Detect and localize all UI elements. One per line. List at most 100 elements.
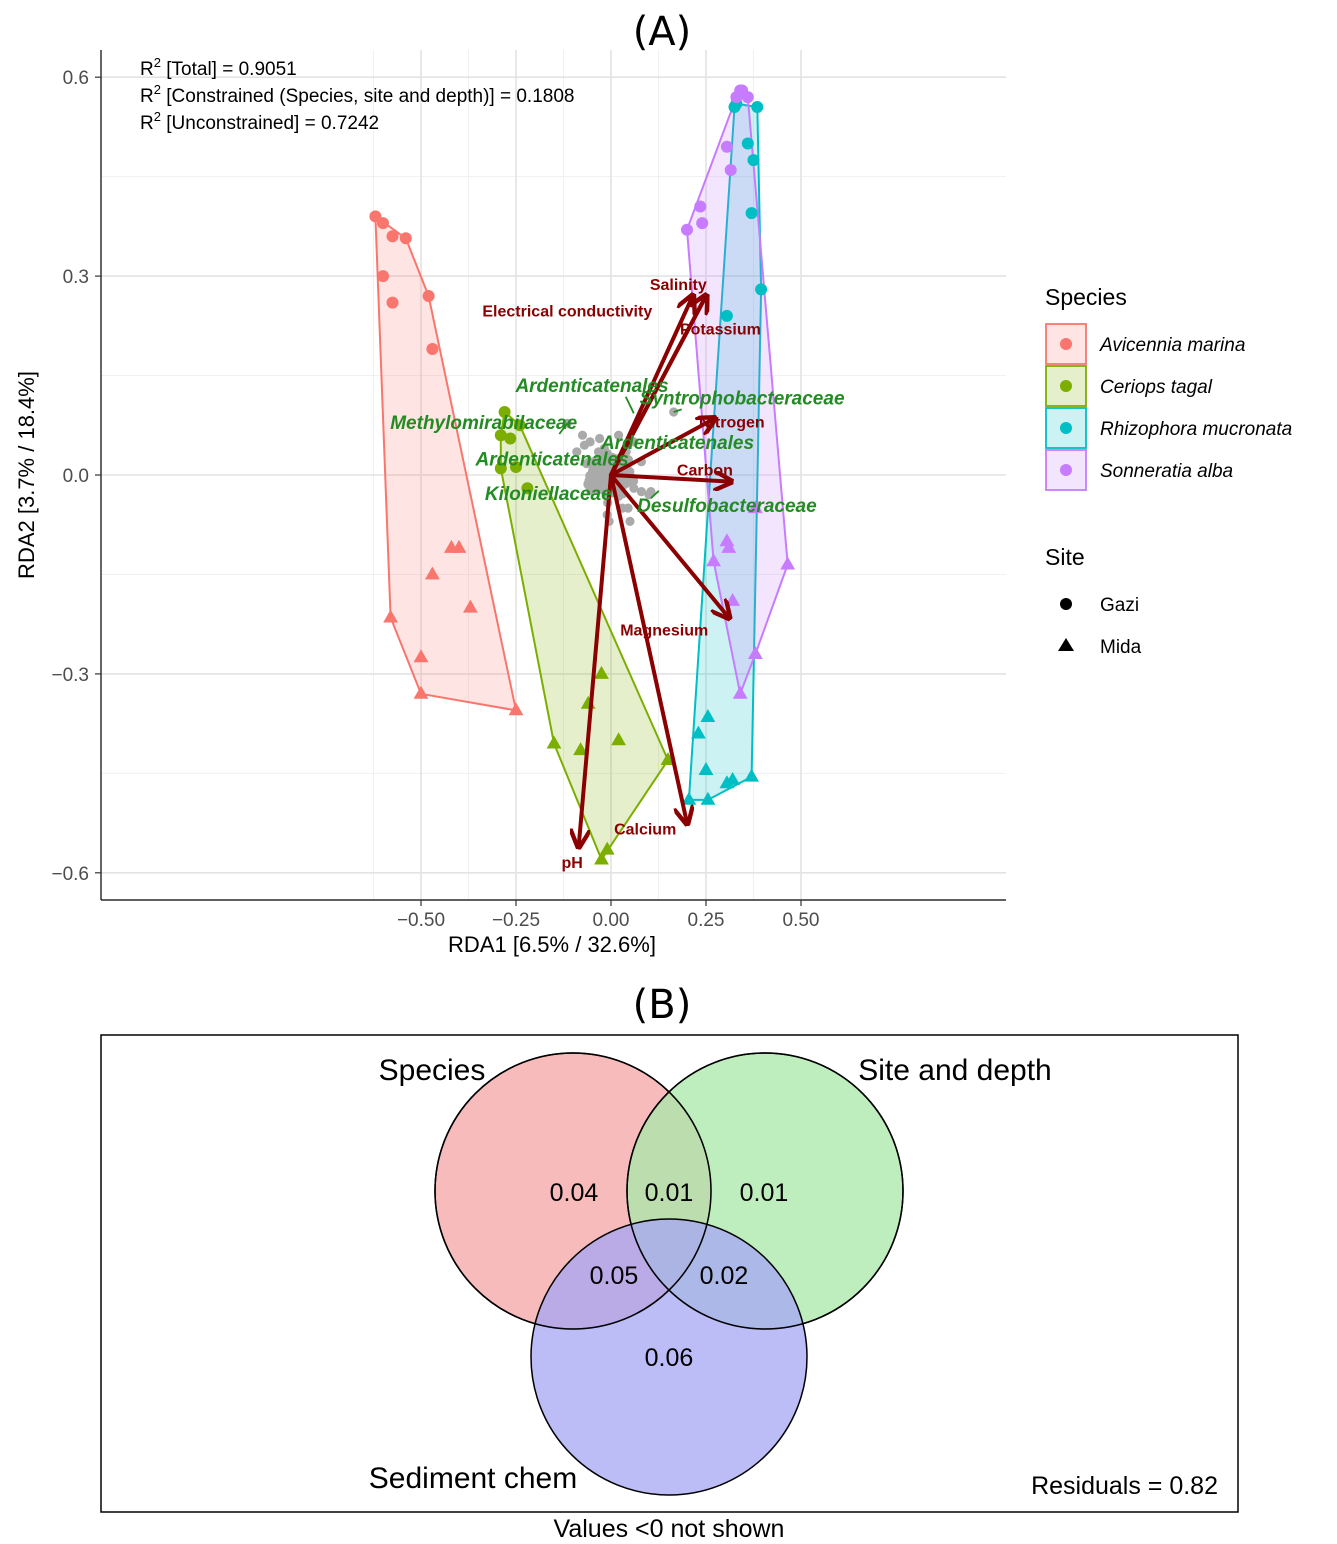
sample-point-mida (780, 556, 796, 570)
venn-label-sediment: Sediment chem (369, 1462, 577, 1495)
taxon-point (589, 457, 599, 467)
sample-point-mida (706, 553, 721, 567)
y-tick-label: 0.0 (63, 466, 89, 487)
legend-species-title: Species (1045, 284, 1127, 310)
sample-point-mida (719, 775, 735, 789)
sample-point-gazi (741, 91, 754, 104)
taxon-point (625, 516, 635, 527)
species-hulls (374, 89, 789, 861)
taxon-point (636, 487, 647, 497)
venn-value-species-sediment: 0.05 (590, 1262, 639, 1290)
sample-point-gazi (730, 91, 743, 104)
venn-value-species-only: 0.04 (550, 1179, 599, 1207)
legend-site-label: Gazi (1100, 595, 1139, 616)
sample-point-gazi (377, 270, 389, 283)
sediment-circle (530, 1218, 808, 1496)
env-vector-magnesium (609, 473, 729, 618)
sample-point-mida (721, 539, 737, 553)
site-depth-circle-outline (626, 1052, 904, 1330)
taxon-point (594, 483, 604, 494)
sample-point-mida (425, 566, 440, 580)
sample-point-gazi (755, 283, 768, 296)
env-vector-ph (579, 473, 613, 846)
env-label: Potassium (680, 322, 761, 339)
y-ticks: −0.6 −0.3 0.0 0.3 0.6 (51, 68, 101, 885)
sample-point-gazi (720, 309, 733, 322)
sample-point-gazi (513, 419, 526, 432)
sample-point-mida (748, 500, 763, 514)
sample-point-gazi (377, 217, 389, 230)
venn-label-species: Species (379, 1054, 486, 1087)
taxon-label: Methylomirabilaceae (390, 413, 577, 434)
panel-b-title: (B) (633, 982, 692, 1028)
taxon-leader (624, 396, 635, 414)
sample-point-gazi (494, 462, 507, 475)
venn-value-sediment-only: 0.06 (645, 1344, 694, 1372)
r2-stat-line: R2 [Unconstrained] = 0.7242 (140, 109, 379, 134)
grid-lines (101, 50, 1006, 900)
panel-a-title: (A) (633, 9, 692, 55)
sample-point-mida (463, 599, 478, 613)
taxon-point (577, 430, 588, 440)
sample-point-mida (383, 609, 398, 623)
x-tick-label: −0.50 (397, 910, 445, 931)
sample-point-gazi (741, 137, 754, 150)
sample-point-mida (451, 539, 467, 553)
sample-point-gazi (521, 482, 534, 495)
sample-point-mida (594, 851, 609, 865)
venn-footnote: Values <0 not shown (554, 1515, 785, 1543)
env-vectors (579, 296, 731, 846)
sample-point-gazi (504, 432, 517, 445)
legend-species-label: Sonneratia alba (1100, 461, 1233, 482)
taxon-label: Ardenticatenales (514, 376, 668, 397)
sample-point-gazi (745, 207, 758, 220)
sample-point-mida (599, 841, 615, 855)
rda-plot: Salinity Electrical conductivity Potassium… (14, 50, 1006, 957)
sample-point-mida (546, 735, 562, 749)
sample-point-mida (681, 791, 697, 805)
species-circle-outline (434, 1052, 712, 1330)
sample-point-gazi (694, 200, 707, 213)
taxon-leader (558, 422, 569, 435)
taxon-leader (673, 408, 682, 413)
env-vector-calcium (609, 473, 687, 823)
legend-site-triangle (1058, 638, 1074, 651)
venn-value-site-sediment: 0.02 (700, 1262, 749, 1290)
x-axis-label: RDA1 [6.5% / 32.6%] (448, 932, 656, 957)
sample-point-gazi (747, 154, 760, 167)
legend-site-label: Mida (1100, 637, 1142, 658)
x-tick-label: 0.00 (593, 910, 630, 931)
legend-species-dot (1060, 380, 1072, 392)
x-tick-label: 0.50 (783, 910, 820, 931)
taxon-point (625, 477, 635, 487)
env-label: pH (562, 855, 583, 872)
taxon-point (572, 447, 582, 457)
taxon-point (585, 437, 595, 447)
sample-point-gazi (681, 223, 693, 236)
r2-stat-line: R2 [Total] = 0.9051 (140, 55, 297, 80)
legend-species-dot (1060, 464, 1072, 476)
legend-species-label: Avicennia marina (1099, 335, 1245, 356)
taxon-point (595, 433, 605, 444)
taxon-label: Syntrophobacteraceae (640, 388, 845, 409)
taxon-point (583, 480, 593, 490)
sample-point-mida (732, 685, 748, 699)
legend-species-dot (1060, 338, 1072, 350)
sample-point-gazi (422, 290, 435, 302)
sample-point-gazi (498, 406, 511, 418)
sample-point-gazi (510, 461, 522, 473)
env-label: Magnesium (620, 623, 708, 640)
taxon-point (621, 454, 632, 464)
taxon-point (596, 466, 606, 476)
venn-frame (100, 1034, 1239, 1513)
taxon-point (646, 487, 656, 497)
taxon-leader (650, 490, 660, 499)
sample-point-mida (508, 702, 524, 716)
venn-diagram (434, 1052, 904, 1496)
env-label: Nitrogen (699, 414, 765, 431)
venn-value-site-only: 0.01 (740, 1179, 789, 1207)
x-tick-label: −0.25 (492, 910, 540, 931)
x-ticks: −0.50 −0.25 0.00 0.25 0.50 (397, 900, 820, 931)
taxon-point (587, 466, 598, 476)
